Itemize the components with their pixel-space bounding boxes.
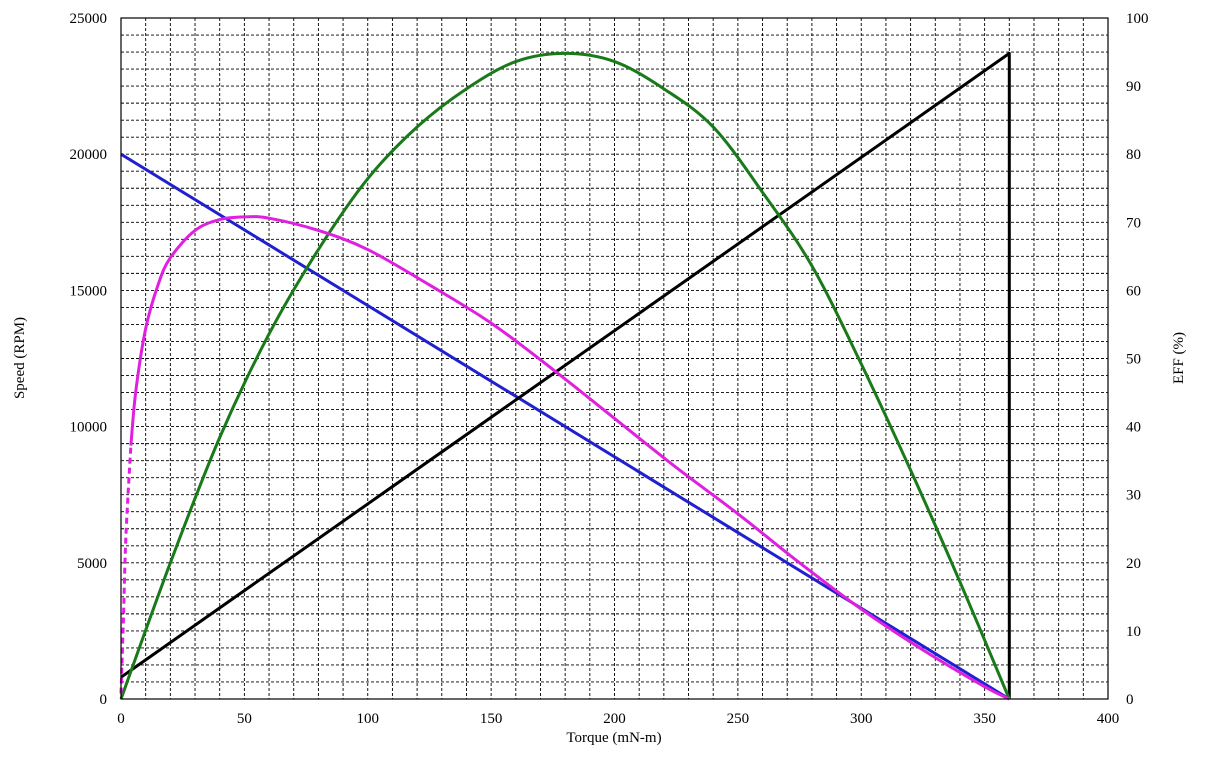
y2-tick-label: 70 bbox=[1126, 215, 1141, 231]
y-tick-label: 0 bbox=[100, 692, 108, 708]
output-power-curve bbox=[119, 51, 1011, 700]
x-tick-label: 150 bbox=[480, 711, 503, 727]
grid-lines bbox=[121, 18, 1108, 699]
y2-tick-label: 90 bbox=[1126, 79, 1141, 95]
y-tick-label: 5000 bbox=[77, 556, 107, 572]
y2-tick-label: 50 bbox=[1126, 352, 1141, 368]
y-axis-title: Speed (RPM) bbox=[12, 317, 28, 399]
x-tick-label: 100 bbox=[357, 711, 380, 727]
x-tick-label: 300 bbox=[850, 711, 873, 727]
x-tick-label: 350 bbox=[973, 711, 996, 727]
tick-labels: 0 50 100 150 200 250 300 350 4000500010000150002… bbox=[70, 11, 1149, 727]
y2-tick-label: 0 bbox=[1126, 692, 1134, 708]
current-line bbox=[120, 51, 1011, 699]
x-axis-title: Torque (mN-m) bbox=[566, 730, 661, 746]
y-tick-label: 20000 bbox=[70, 147, 108, 163]
x-tick-label: 200 bbox=[603, 711, 626, 727]
plot-frame bbox=[120, 17, 1109, 700]
y2-tick-label: 100 bbox=[1126, 11, 1149, 27]
x-tick-label: 50 bbox=[237, 711, 252, 727]
y2-tick-label: 10 bbox=[1126, 624, 1141, 640]
y-tick-label: 15000 bbox=[70, 283, 108, 299]
y2-axis-title: EFF (%) bbox=[1171, 332, 1187, 384]
y-tick-label: 10000 bbox=[70, 420, 108, 436]
x-tick-label: 250 bbox=[727, 711, 750, 727]
y-tick-label: 25000 bbox=[70, 11, 108, 27]
x-tick-label: 400 bbox=[1097, 711, 1120, 727]
y2-tick-label: 20 bbox=[1126, 556, 1141, 572]
efficiency-curve bbox=[129, 215, 1010, 701]
y2-tick-label: 40 bbox=[1126, 420, 1141, 436]
y2-tick-label: 30 bbox=[1126, 488, 1141, 504]
y2-tick-label: 80 bbox=[1126, 147, 1141, 163]
x-tick-label: 0 bbox=[117, 711, 125, 727]
efficiency-curve-dashed-segment bbox=[119, 445, 133, 694]
y2-tick-label: 60 bbox=[1126, 283, 1141, 299]
series-layer bbox=[119, 51, 1011, 701]
